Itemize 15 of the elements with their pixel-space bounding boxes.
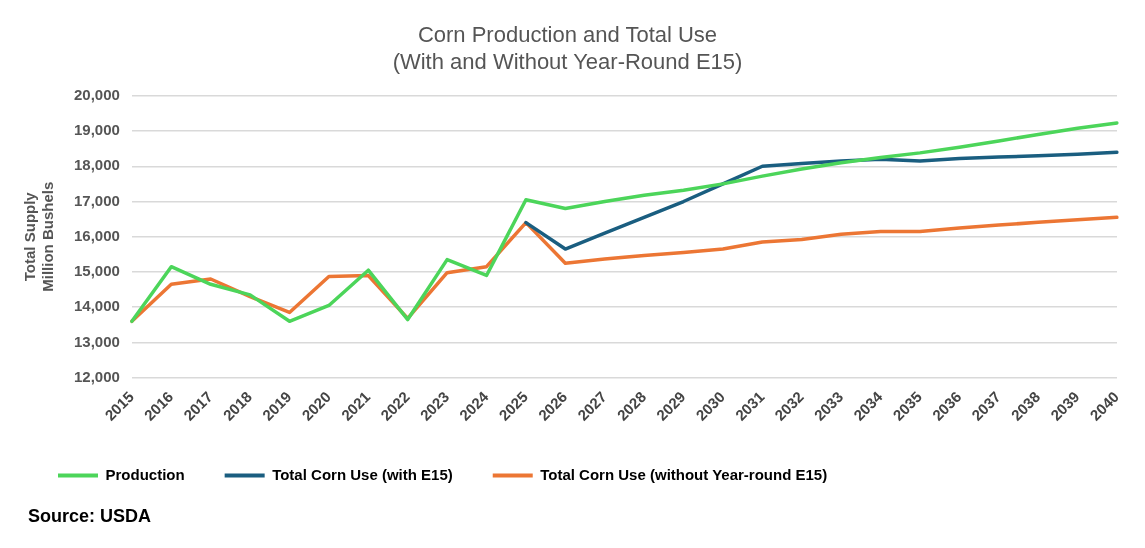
legend-label: Production <box>105 465 185 483</box>
y-tick-label: 18,000 <box>73 156 120 174</box>
y-tick-label: 19,000 <box>73 121 120 139</box>
y-axis-title: Total Supply Million Bushels <box>21 181 57 292</box>
y-tick-label: 15,000 <box>73 262 120 280</box>
y-tick-label: 17,000 <box>73 191 120 209</box>
legend-label: Total Corn Use (with E15) <box>272 465 453 483</box>
y-tick-label: 20,000 <box>73 85 120 103</box>
legend-label: Total Corn Use (without Year-round E15) <box>540 465 828 483</box>
source-note: Source: USDA <box>28 506 153 527</box>
y-tick-label: 16,000 <box>73 226 120 244</box>
y-tick-label: 13,000 <box>73 332 120 350</box>
y-tick-label: 14,000 <box>73 297 120 315</box>
y-tick-label: 12,000 <box>73 367 120 385</box>
chart-title: Corn Production and Total Use (With and Without Year-Round E15) <box>392 22 743 74</box>
